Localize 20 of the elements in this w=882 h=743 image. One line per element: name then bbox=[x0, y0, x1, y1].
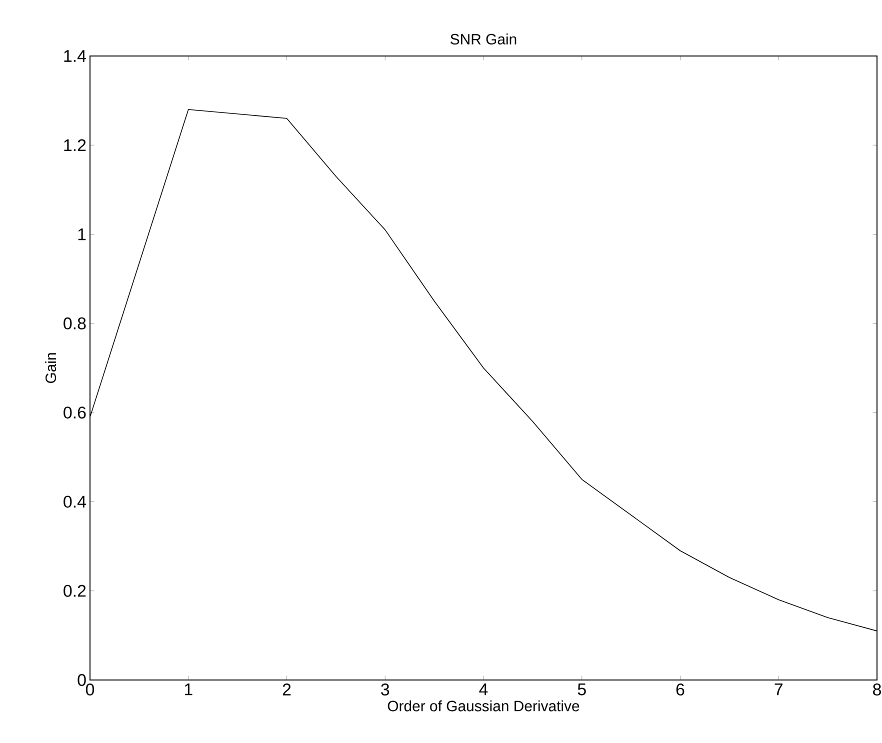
y-tick-label: 0 bbox=[78, 674, 86, 686]
y-tick-label: 1.2 bbox=[64, 139, 86, 152]
x-tick-label: 0 bbox=[86, 684, 94, 696]
x-tick-label: 6 bbox=[676, 684, 684, 696]
y-tick-label: 1 bbox=[78, 228, 86, 240]
x-tick-label: 3 bbox=[381, 684, 390, 696]
y-tick-label: 0.2 bbox=[64, 584, 86, 597]
y-tick-label: 0.8 bbox=[64, 317, 86, 330]
y-tick-label: 0.4 bbox=[64, 496, 86, 508]
x-tick-label: 8 bbox=[873, 684, 881, 696]
x-tick-label: 4 bbox=[479, 684, 488, 696]
x-tick-label: 5 bbox=[578, 684, 586, 696]
y-axis-title: Gain bbox=[45, 353, 56, 384]
x-axis-title: Order of Gaussian Derivative bbox=[388, 700, 580, 712]
x-tick-label: 2 bbox=[282, 684, 291, 696]
chart-title: SNR Gain bbox=[450, 34, 516, 44]
y-tick-label: 0.6 bbox=[64, 406, 86, 419]
x-tick-label: 7 bbox=[774, 684, 782, 696]
y-tick-label: 1.4 bbox=[64, 50, 86, 62]
x-tick-label: 1 bbox=[184, 684, 192, 696]
